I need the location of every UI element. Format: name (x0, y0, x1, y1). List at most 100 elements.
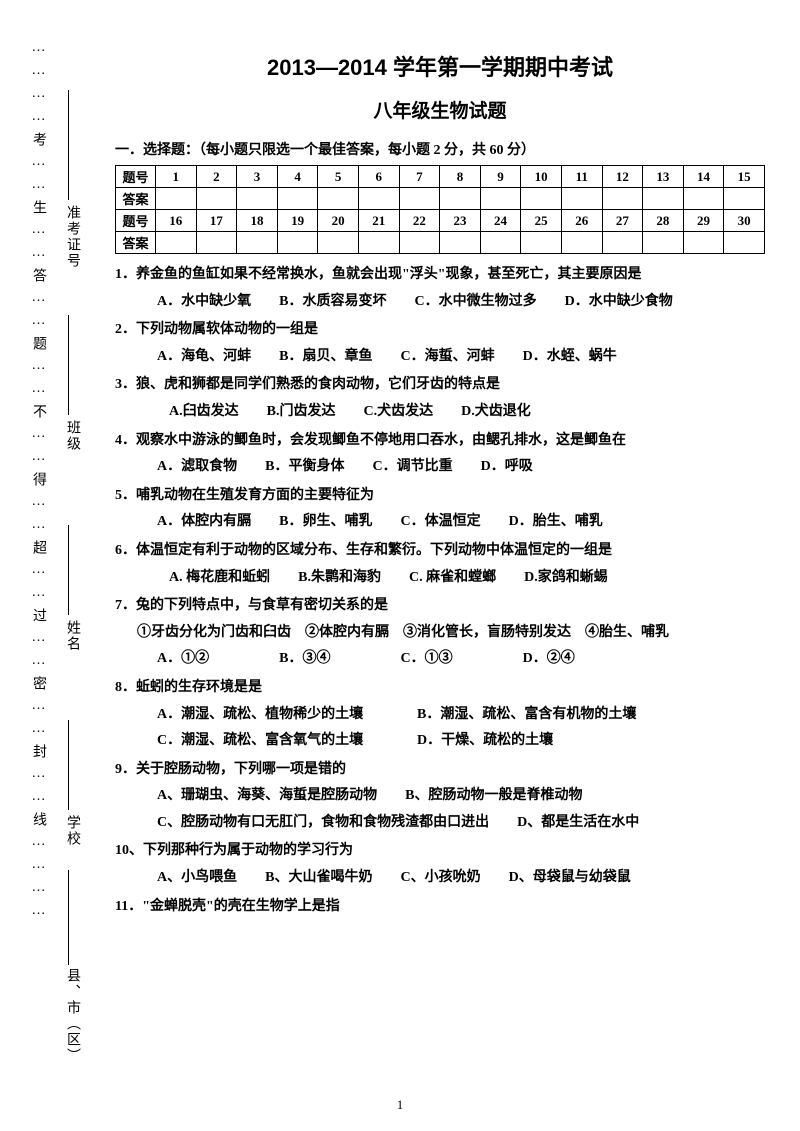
grid-cell: 2 (196, 166, 237, 188)
grid-cell: 1 (156, 166, 197, 188)
grid-cell: 22 (399, 210, 440, 232)
grid-cell (237, 232, 278, 254)
grid-cell (358, 188, 399, 210)
sidebar-field-label: 准考证号 (62, 205, 82, 269)
sidebar-field-label: 学校 (62, 815, 82, 847)
grid-cell (561, 232, 602, 254)
grid-cell: 10 (521, 166, 562, 188)
row-label: 题号 (116, 210, 156, 232)
sealed-line-text: …………考……生……答……题……不……得……超……过……密……封……线………… (28, 40, 48, 1090)
grid-cell: 4 (277, 166, 318, 188)
exam-content: 2013—2014 学年第一学期期中考试 八年级生物试题 一．选择题：（每小题只… (115, 50, 765, 922)
grid-cell (724, 188, 765, 210)
question-stem: 5．哺乳动物在生殖发育方面的主要特征为 (115, 483, 765, 510)
ans-label: 答案 (116, 232, 156, 254)
grid-cell (602, 188, 643, 210)
grid-cell: 3 (237, 166, 278, 188)
question: 5．哺乳动物在生殖发育方面的主要特征为A．体腔内有膈B．卵生、哺乳C．体温恒定D… (115, 483, 765, 536)
section-heading: 一．选择题：（每小题只限选一个最佳答案，每小题 2 分，共 60 分） (115, 139, 765, 159)
grid-cell: 14 (683, 166, 724, 188)
grid-cell (480, 188, 521, 210)
grid-cell (196, 188, 237, 210)
grid-cell (399, 188, 440, 210)
question: 10、下列那种行为属于动物的学习行为A、小鸟喂鱼B、大山雀喝牛奶C、小孩吮奶D、… (115, 838, 765, 891)
question-options: A. 梅花鹿和蚯蚓B.朱鹮和海豹C. 麻雀和螳螂D.家鸽和蜥蜴 (115, 565, 765, 592)
question: 11．"金蝉脱壳"的壳在生物学上是指 (115, 894, 765, 921)
grid-cell (399, 232, 440, 254)
sidebar-field-label: 姓名 (62, 620, 82, 652)
sidebar-field-line (68, 720, 69, 810)
grid-cell: 19 (277, 210, 318, 232)
question-stem: 7．兔的下列特点中，与食草有密切关系的是①牙齿分化为门齿和臼齿 ②体腔内有膈 ③… (115, 593, 765, 646)
sidebar-field-line (68, 315, 69, 415)
question: 9．关于腔肠动物，下列哪一项是错的A、珊瑚虫、海葵、海蜇是腔肠动物B、腔肠动物一… (115, 757, 765, 837)
page-number: 1 (0, 1097, 800, 1113)
question-options: A．海龟、河蚌B．扇贝、章鱼C．海蜇、河蚌D．水蛭、蜗牛 (115, 344, 765, 371)
question: 2．下列动物属软体动物的一组是A．海龟、河蚌B．扇贝、章鱼C．海蜇、河蚌D．水蛭… (115, 317, 765, 370)
question-stem: 9．关于腔肠动物，下列哪一项是错的 (115, 757, 765, 784)
grid-cell (521, 232, 562, 254)
question-stem: 8．蚯蚓的生存环境是是 (115, 675, 765, 702)
grid-cell: 18 (237, 210, 278, 232)
grid-cell: 29 (683, 210, 724, 232)
question-options: A．①②B．③④C．①③D．②④ (115, 646, 765, 673)
grid-cell: 6 (358, 166, 399, 188)
question-stem: 10、下列那种行为属于动物的学习行为 (115, 838, 765, 865)
question: 6．体温恒定有利于动物的区域分布、生存和繁衍。下列动物中体温恒定的一组是A. 梅… (115, 538, 765, 591)
grid-cell (156, 188, 197, 210)
question-stem: 6．体温恒定有利于动物的区域分布、生存和繁衍。下列动物中体温恒定的一组是 (115, 538, 765, 565)
exam-sidebar: …………考……生……答……题……不……得……超……过……密……封……线………… … (0, 0, 105, 1131)
answer-grid: 题号123456789101112131415 答案 题号16171819202… (115, 165, 765, 254)
grid-cell: 16 (156, 210, 197, 232)
grid-cell (602, 232, 643, 254)
grid-cell: 12 (602, 166, 643, 188)
grid-cell: 8 (440, 166, 481, 188)
grid-cell (683, 188, 724, 210)
grid-cell: 20 (318, 210, 359, 232)
question-options: A、小鸟喂鱼B、大山雀喝牛奶C、小孩吮奶D、母袋鼠与幼袋鼠 (115, 865, 765, 892)
question: 4．观察水中游泳的鲫鱼时，会发现鲫鱼不停地用口吞水，由鳃孔排水，这是鲫鱼在A．滤… (115, 428, 765, 481)
grid-cell: 21 (358, 210, 399, 232)
grid-cell: 25 (521, 210, 562, 232)
question: 8．蚯蚓的生存环境是是A．潮湿、疏松、植物稀少的土壤B．潮湿、疏松、富含有机物的… (115, 675, 765, 755)
question-options: A．潮湿、疏松、植物稀少的土壤B．潮湿、疏松、富含有机物的土壤C．潮湿、疏松、富… (115, 702, 765, 755)
grid-cell (643, 232, 684, 254)
grid-cell: 5 (318, 166, 359, 188)
question: 1．养金鱼的鱼缸如果不经常换水，鱼就会出现"浮头"现象，甚至死亡，其主要原因是A… (115, 262, 765, 315)
grid-cell: 13 (643, 166, 684, 188)
grid-cell (277, 188, 318, 210)
grid-cell (521, 188, 562, 210)
sidebar-field-line (68, 90, 69, 200)
grid-cell: 27 (602, 210, 643, 232)
sidebar-field-label: 县、市（区） (62, 968, 82, 1064)
question-stem: 1．养金鱼的鱼缸如果不经常换水，鱼就会出现"浮头"现象，甚至死亡，其主要原因是 (115, 262, 765, 289)
grid-cell (480, 232, 521, 254)
question: 7．兔的下列特点中，与食草有密切关系的是①牙齿分化为门齿和臼齿 ②体腔内有膈 ③… (115, 593, 765, 673)
question-options: A．水中缺少氧B．水质容易变坏C．水中微生物过多D．水中缺少食物 (115, 289, 765, 316)
grid-cell (683, 232, 724, 254)
grid-cell (440, 188, 481, 210)
grid-cell: 23 (440, 210, 481, 232)
grid-cell (196, 232, 237, 254)
grid-cell: 7 (399, 166, 440, 188)
grid-cell (643, 188, 684, 210)
grid-cell (318, 188, 359, 210)
question-stem: 3．狼、虎和狮都是同学们熟悉的食肉动物，它们牙齿的特点是 (115, 372, 765, 399)
grid-cell: 30 (724, 210, 765, 232)
grid-cell: 11 (561, 166, 602, 188)
question-options: A.臼齿发达B.门齿发达C.犬齿发达D.犬齿退化 (115, 399, 765, 426)
grid-cell (358, 232, 399, 254)
sidebar-field-line (68, 525, 69, 615)
sidebar-field-label: 班级 (62, 420, 82, 452)
grid-cell (156, 232, 197, 254)
sidebar-field-line (68, 870, 69, 965)
questions-container: 1．养金鱼的鱼缸如果不经常换水，鱼就会出现"浮头"现象，甚至死亡，其主要原因是A… (115, 262, 765, 920)
grid-cell: 15 (724, 166, 765, 188)
grid-cell (277, 232, 318, 254)
grid-cell (561, 188, 602, 210)
row-label: 题号 (116, 166, 156, 188)
question-stem: 11．"金蝉脱壳"的壳在生物学上是指 (115, 894, 765, 921)
question-options: A、珊瑚虫、海葵、海蜇是腔肠动物B、腔肠动物一般是脊椎动物C、腔肠动物有口无肛门… (115, 783, 765, 836)
question-options: A．体腔内有膈B．卵生、哺乳C．体温恒定D．胎生、哺乳 (115, 509, 765, 536)
grid-cell (440, 232, 481, 254)
